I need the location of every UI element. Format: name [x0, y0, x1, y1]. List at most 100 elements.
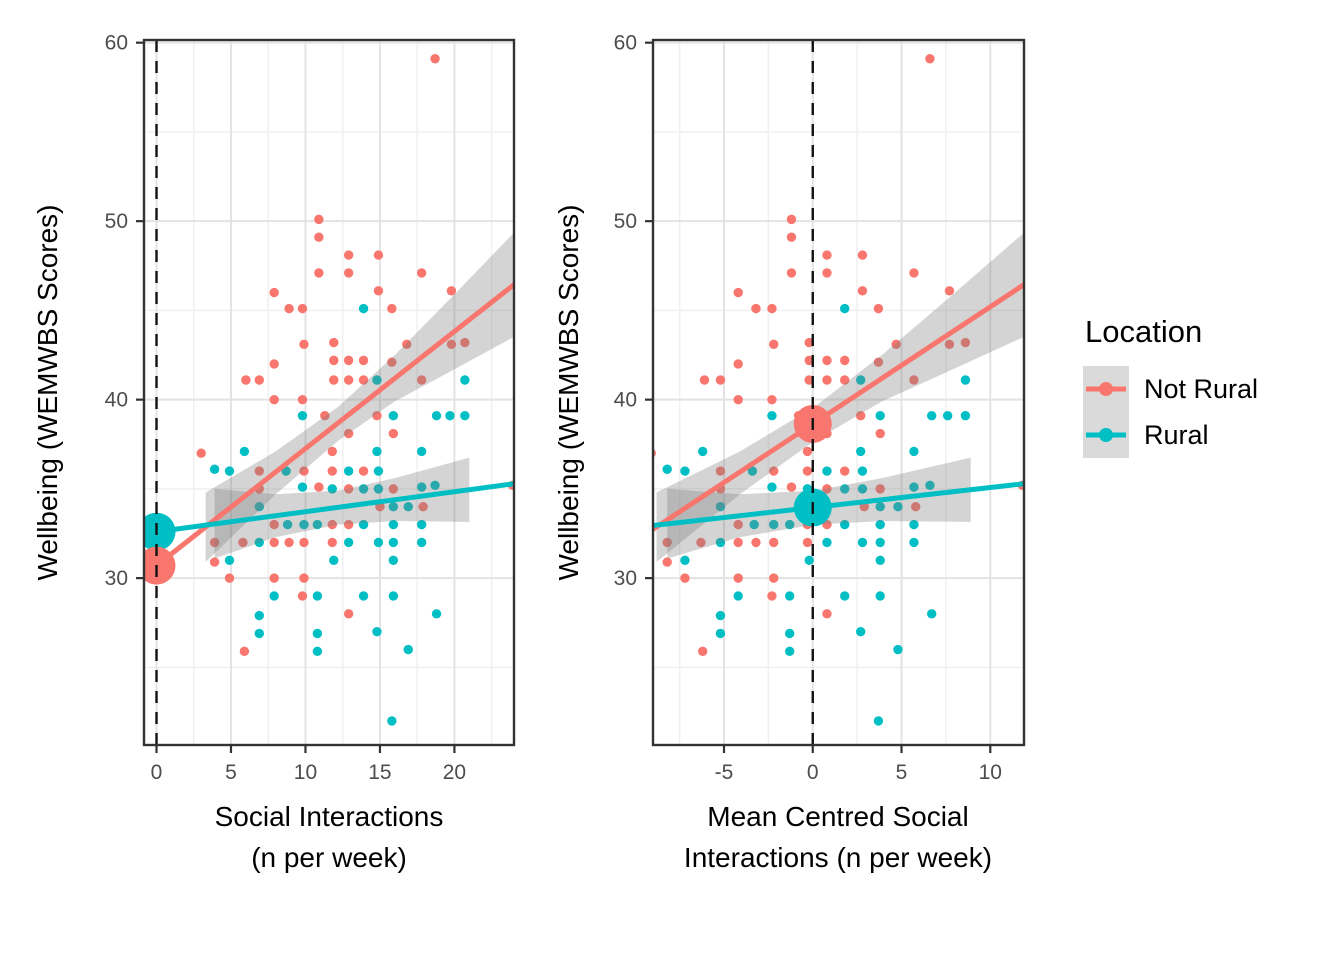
data-point-not_rural [822, 375, 832, 385]
data-point-rural [873, 716, 884, 726]
data-point-not_rural [786, 214, 797, 225]
data-point-not_rural [343, 250, 354, 260]
data-point-not_rural [299, 537, 309, 548]
data-point-rural [224, 555, 235, 565]
x-tick-label: 5 [896, 761, 908, 784]
data-point-not_rural [327, 446, 337, 457]
x-tick-label: 10 [294, 761, 317, 784]
data-point-not_rural [715, 375, 726, 385]
data-point-rural [416, 482, 427, 492]
data-point-not_rural [698, 646, 708, 656]
y-tick-label: 60 [105, 32, 128, 55]
data-point-rural [875, 411, 885, 421]
data-point-rural [662, 464, 672, 474]
confidence-ribbon-not_rural [656, 232, 1024, 563]
y-tick-label: 40 [105, 389, 128, 412]
data-point-rural [239, 446, 250, 457]
panel-background [144, 40, 514, 745]
data-point-not_rural [299, 466, 309, 476]
data-point-rural [343, 466, 354, 476]
data-point-rural [297, 411, 308, 421]
data-point-not_rural [802, 446, 813, 457]
data-point-rural [430, 480, 440, 491]
y-tick-label: 30 [614, 567, 637, 590]
legend-label-not-rural: Not Rural [1144, 373, 1259, 404]
data-point-rural [822, 466, 832, 476]
data-point-rural [312, 591, 323, 601]
data-point-not_rural [373, 250, 384, 260]
data-point-rural [926, 411, 937, 421]
confidence-ribbon-not_rural [205, 232, 514, 563]
data-point-not_rural [314, 482, 324, 492]
data-point-rural [388, 502, 399, 512]
data-point-not_rural [786, 482, 797, 492]
data-point-not_rural [299, 339, 309, 350]
data-point-not_rural [241, 375, 251, 385]
data-point-not_rural [387, 303, 397, 314]
data-point-not_rural [343, 428, 354, 439]
data-point-rural [372, 626, 382, 637]
legend-key-rural-icon [1083, 412, 1129, 458]
data-point-not_rural [343, 355, 354, 366]
data-point-not_rural [751, 537, 761, 548]
data-point-not_rural [944, 286, 955, 296]
data-point-not_rural [786, 232, 797, 242]
data-point-rural [388, 537, 399, 548]
y-axis-title: Wellbeing (WEMWBS Scores) [32, 204, 63, 580]
data-point-not_rural [209, 537, 220, 548]
x-axis-title: Interactions (n per week) [684, 842, 992, 873]
data-point-rural [733, 591, 743, 601]
data-point-not_rural [343, 375, 354, 385]
data-point-rural [909, 482, 919, 492]
data-point-not_rural [416, 375, 427, 385]
data-point-not_rural [840, 466, 850, 476]
panel-background [653, 40, 1024, 745]
data-point-not_rural [822, 484, 832, 494]
data-point-rural [680, 555, 690, 565]
y-axis-title: Wellbeing (WEMWBS Scores) [553, 204, 584, 580]
data-point-rural [875, 591, 885, 601]
data-point-not_rural [446, 339, 457, 350]
data-point-not_rural [822, 268, 832, 278]
data-point-not_rural [873, 357, 884, 367]
data-point-not_rural [430, 54, 440, 64]
panel-content [144, 54, 514, 726]
data-point-not_rural [875, 484, 885, 494]
data-point-rural [715, 610, 726, 621]
data-point-not_rural [699, 375, 710, 385]
regression-line-not_rural [154, 282, 514, 569]
data-point-rural [960, 411, 971, 421]
data-point-not_rural [769, 537, 779, 548]
data-point-rural [254, 610, 264, 621]
data-point-not_rural [388, 484, 399, 494]
data-point-not_rural [320, 411, 330, 421]
legend-label-rural: Rural [1144, 419, 1209, 450]
data-point-rural [875, 519, 885, 530]
data-point-rural [767, 411, 777, 421]
data-point-rural [909, 446, 919, 457]
data-point-not_rural [767, 394, 777, 405]
data-point-not_rural [269, 573, 279, 583]
data-point-rural [769, 519, 779, 530]
data-point-rural [416, 519, 427, 530]
data-point-not_rural [358, 375, 369, 385]
legend-entry-rural: Rural [1083, 412, 1258, 458]
data-point-rural [840, 591, 850, 601]
data-point-not_rural [269, 359, 279, 369]
data-point-not_rural [733, 359, 743, 369]
data-point-not_rural [284, 303, 294, 314]
data-point-rural [329, 555, 339, 565]
data-point-not_rural [822, 355, 832, 366]
data-point-not_rural [418, 502, 428, 512]
data-point-not_rural [960, 337, 971, 348]
data-point-rural [893, 502, 903, 512]
data-point-not_rural [314, 268, 324, 278]
data-point-not_rural [196, 448, 206, 458]
x-axis-title: (n per week) [251, 842, 407, 873]
data-point-rural [209, 464, 220, 474]
data-point-rural [403, 502, 413, 512]
data-point-not_rural [909, 375, 919, 385]
data-point-rural [460, 375, 470, 385]
data-point-not_rural [358, 355, 369, 366]
data-point-not_rural [297, 591, 308, 601]
